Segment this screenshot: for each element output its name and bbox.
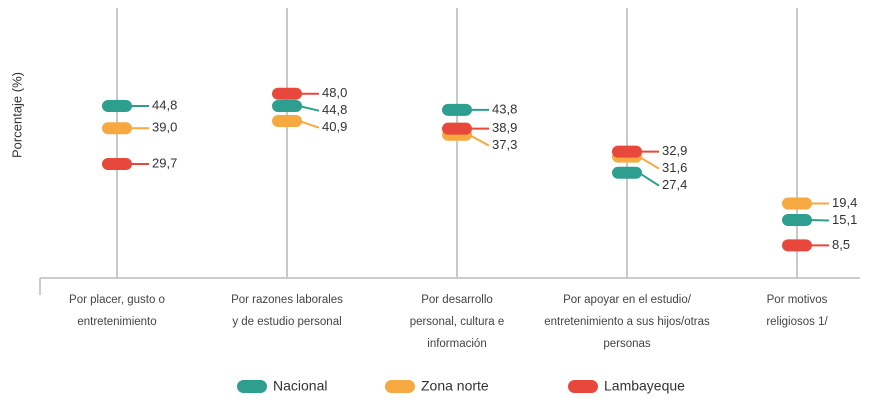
x-tick-label: Por placer, gusto o entretenimiento xyxy=(69,294,165,328)
x-tick-label-line: personal, cultura e xyxy=(410,316,505,328)
dot xyxy=(782,214,812,227)
label-connector xyxy=(298,105,320,112)
x-tick-label: Por razones laborales y de estudio person… xyxy=(231,294,343,328)
x-tick-label-line: Por placer, gusto o xyxy=(69,294,165,306)
x-tick-label-line: Por apoyar en el estudio/ xyxy=(563,294,692,306)
x-tick-label: Por desarrollo personal, cultura e informa… xyxy=(410,294,505,350)
dot xyxy=(612,166,642,179)
dot xyxy=(442,103,472,116)
value-label: 19,4 xyxy=(832,195,857,210)
dot xyxy=(102,157,132,170)
dot xyxy=(272,114,302,127)
legend-swatch xyxy=(568,380,598,393)
value-label: 39,0 xyxy=(152,120,177,135)
value-label: 48,0 xyxy=(322,85,347,100)
x-tick-label-line: entretenimiento a sus hijos/otras xyxy=(544,316,710,328)
x-tick-label-line: Por motivos xyxy=(767,294,828,306)
x-tick-label-line: información xyxy=(427,338,486,350)
dot xyxy=(442,122,472,135)
legend-swatch xyxy=(237,380,267,393)
label-connector xyxy=(298,120,320,129)
dot xyxy=(782,239,812,252)
dot xyxy=(612,145,642,158)
x-tick-label: Por apoyar en el estudio/entretenimiento… xyxy=(544,294,710,350)
value-label: 8,5 xyxy=(832,237,850,252)
value-label: 38,9 xyxy=(492,120,517,135)
dot xyxy=(272,87,302,100)
x-tick-label-line: entretenimiento xyxy=(77,316,156,328)
legend-swatch xyxy=(385,380,415,393)
label-connector xyxy=(638,171,660,187)
value-label: 32,9 xyxy=(662,143,687,158)
label-connector xyxy=(638,155,660,170)
value-label: 15,1 xyxy=(832,212,857,227)
x-tick-label-line: Por razones laborales xyxy=(231,294,343,306)
value-label: 27,4 xyxy=(662,177,687,192)
dot xyxy=(102,122,132,135)
value-label: 40,9 xyxy=(322,119,347,134)
value-label: 44,8 xyxy=(322,102,347,117)
x-tick-label: Por motivos religiosos 1/ xyxy=(766,294,828,328)
value-label: 29,7 xyxy=(152,155,177,170)
x-tick-label-line: religiosos 1/ xyxy=(766,316,828,328)
dot xyxy=(102,99,132,112)
x-tick-label-line: personas xyxy=(603,338,651,350)
legend-label: Nacional xyxy=(273,378,327,394)
x-tick-label-line: y de estudio personal xyxy=(232,316,341,328)
value-label: 43,8 xyxy=(492,101,517,116)
x-tick-label-line: Por desarrollo xyxy=(421,294,493,306)
value-label: 44,8 xyxy=(152,97,177,112)
label-connector xyxy=(468,133,490,147)
dot xyxy=(272,99,302,112)
legend-label: Lambayeque xyxy=(604,378,685,394)
value-label: 31,6 xyxy=(662,160,687,175)
value-label: 37,3 xyxy=(492,137,517,152)
legend-label: Zona norte xyxy=(421,378,489,394)
dot xyxy=(782,197,812,210)
y-axis-label: Porcentaje (%) xyxy=(9,72,24,158)
